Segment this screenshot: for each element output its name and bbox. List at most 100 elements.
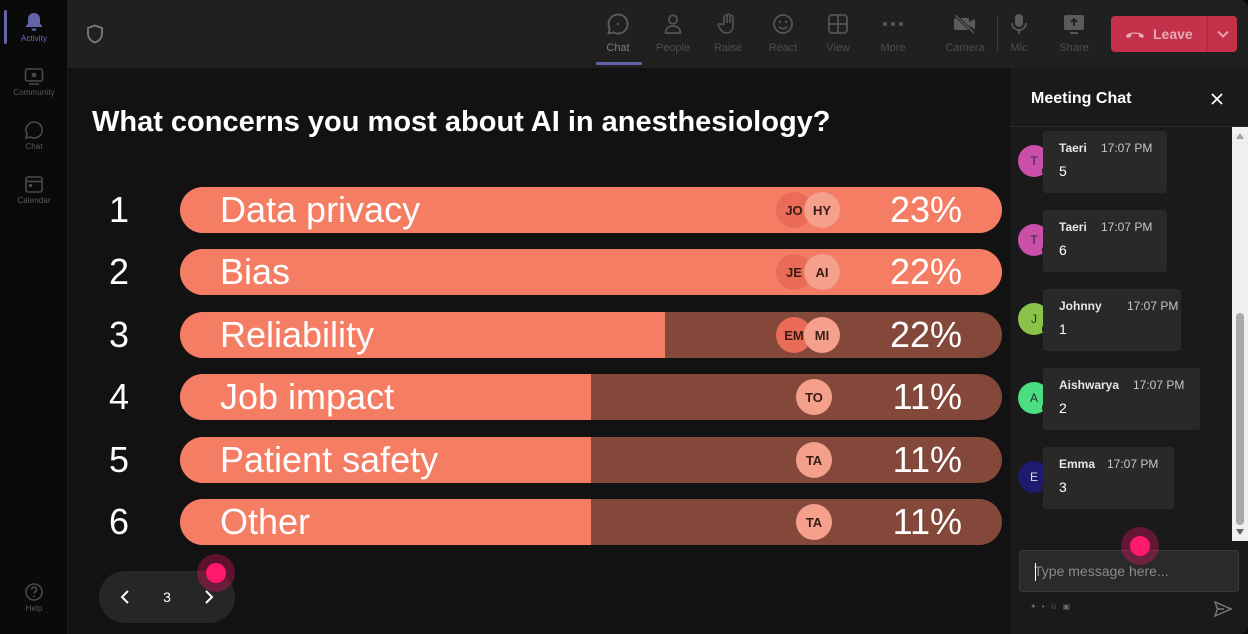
option-bar-fill: [180, 437, 591, 483]
toolbar-mic-label: Mic: [1010, 42, 1028, 54]
message-composer: [1019, 550, 1239, 592]
message-bubble: Emma 17:07 PM 3: [1043, 447, 1174, 509]
option-bar-fill: [180, 499, 591, 545]
poll-option-row: 6 Other TA 11%: [68, 498, 1010, 546]
option-percent: 22%: [889, 251, 962, 292]
message-time: 17:07 PM: [1133, 378, 1185, 392]
share-icon: [1060, 10, 1088, 38]
toolbar-view-label: View: [826, 42, 850, 54]
scroll-up-arrow-icon[interactable]: [1236, 133, 1244, 139]
poll-option-row: 5 Patient safety TA 11%: [68, 436, 1010, 484]
chevron-left-icon: [120, 589, 130, 605]
message-time: 17:07 PM: [1107, 457, 1159, 471]
rail-item-community[interactable]: Community: [0, 54, 68, 108]
toolbar-raise-button[interactable]: Raise: [703, 8, 753, 64]
phone-hangup-icon: [1125, 29, 1145, 39]
sender-name: Emma: [1059, 457, 1096, 471]
option-bar-fill: [180, 312, 665, 358]
option-label: Reliability: [220, 314, 375, 355]
calendar-icon: [24, 174, 44, 194]
rail-label-community: Community: [13, 87, 55, 97]
toolbar-people-button[interactable]: People: [648, 8, 698, 64]
next-slide-button[interactable]: [197, 585, 221, 609]
toolbar-share-button[interactable]: Share: [1049, 8, 1099, 64]
message-bubble: Taeri 17:07 PM 6: [1043, 210, 1167, 272]
option-label: Bias: [220, 251, 291, 292]
poll-option-row: 4 Job impact TO 11%: [68, 373, 1010, 421]
rail-item-calendar[interactable]: Calendar: [0, 162, 68, 216]
chat-scrollbar[interactable]: [1232, 127, 1248, 541]
toolbar-share-label: Share: [1059, 42, 1089, 54]
chat-message-list: T Taeri 17:07 PM 5 T Taeri 17:07 PM 6 J Johnny 17:…: [1010, 127, 1232, 541]
message-bubble: Aishwarya 17:07 PM 2: [1043, 368, 1200, 430]
smile-icon: [769, 10, 797, 38]
active-tab-indicator: [596, 62, 642, 65]
voter-avatar: TO: [796, 379, 832, 415]
message-text: 5: [1059, 163, 1067, 179]
bell-icon: [24, 12, 44, 32]
message-text: 6: [1059, 242, 1067, 258]
option-bar: Job impact TO 11%: [180, 374, 1002, 420]
toolbar-view-button[interactable]: View: [813, 8, 863, 64]
message-text: 1: [1059, 321, 1067, 337]
option-label: Other: [220, 501, 311, 542]
rail-item-chat[interactable]: Chat: [0, 108, 68, 162]
option-bar: Data privacy JO HY 23%: [180, 187, 1002, 233]
option-bar: Reliability EM MI 22%: [180, 312, 1002, 358]
leave-label: Leave: [1153, 26, 1193, 42]
rail-label-help: Help: [25, 603, 43, 613]
chevron-right-icon: [204, 589, 214, 605]
scroll-thumb[interactable]: [1236, 313, 1244, 525]
send-button[interactable]: [1212, 598, 1234, 620]
rail-item-help[interactable]: Help: [0, 570, 68, 624]
app-rail: Activity Community Chat Calendar Help: [0, 0, 68, 634]
option-label: Job impact: [220, 376, 395, 417]
message-input[interactable]: [1034, 551, 1230, 591]
voter-avatar: EM: [776, 317, 812, 353]
toolbar-more-button[interactable]: More: [868, 8, 918, 64]
toolbar-react-button[interactable]: React: [758, 8, 808, 64]
sender-name: Aishwarya: [1059, 378, 1120, 392]
option-bar: Bias JE AI 22%: [180, 249, 1002, 295]
option-rank: 5: [108, 439, 130, 480]
toolbar-mic-button[interactable]: Mic: [994, 8, 1044, 64]
option-label: Patient safety: [220, 439, 439, 480]
option-rank: 3: [108, 314, 130, 355]
leave-button[interactable]: Leave: [1111, 16, 1237, 52]
prev-slide-button[interactable]: [113, 585, 137, 609]
close-chat-button[interactable]: [1206, 88, 1228, 110]
scroll-down-arrow-icon[interactable]: [1236, 529, 1244, 535]
leave-options-dropdown[interactable]: [1208, 16, 1237, 52]
shield-icon[interactable]: [86, 24, 106, 46]
attach-icon[interactable]: •: [1041, 602, 1045, 611]
rail-label-activity: Activity: [20, 33, 48, 43]
meeting-toolbar: Chat People Raise React View: [68, 0, 1248, 68]
poll-question: What concerns you most about AI in anest…: [92, 106, 831, 138]
sender-name: Johnny: [1059, 299, 1102, 313]
text-caret: [1035, 563, 1036, 581]
help-icon: [24, 582, 44, 602]
rail-label-calendar: Calendar: [17, 195, 51, 205]
toolbar-camera-button[interactable]: Camera: [940, 8, 990, 64]
format-icon[interactable]: ✦: [1030, 602, 1037, 611]
toolbar-chat-button[interactable]: Chat: [593, 8, 643, 64]
option-rank: 6: [108, 501, 130, 542]
poll-option-row: 3 Reliability EM MI 22%: [68, 311, 1010, 359]
voter-avatar: HY: [804, 192, 840, 228]
option-percent: 11%: [892, 376, 962, 417]
meeting-chat-panel: Meeting Chat T Taeri 17:07 PM 5 T Taeri 17:07 …: [1010, 68, 1248, 634]
emoji-icon[interactable]: ☺: [1049, 602, 1058, 611]
rail-item-activity[interactable]: Activity: [0, 0, 68, 54]
close-icon: [1210, 92, 1224, 106]
gif-icon[interactable]: ▣: [1062, 602, 1071, 611]
leave-main-button[interactable]: Leave: [1111, 16, 1207, 52]
chat-divider: [1010, 126, 1248, 127]
community-icon: [24, 66, 44, 86]
voter-avatar: MI: [804, 317, 840, 353]
toolbar-react-label: React: [768, 42, 798, 54]
pointer-highlight: [197, 554, 235, 592]
option-bar-fill: [180, 374, 591, 420]
option-bar: Patient safety TA 11%: [180, 437, 1002, 483]
option-percent: 22%: [889, 314, 962, 355]
message-time: 17:07 PM: [1101, 220, 1153, 234]
